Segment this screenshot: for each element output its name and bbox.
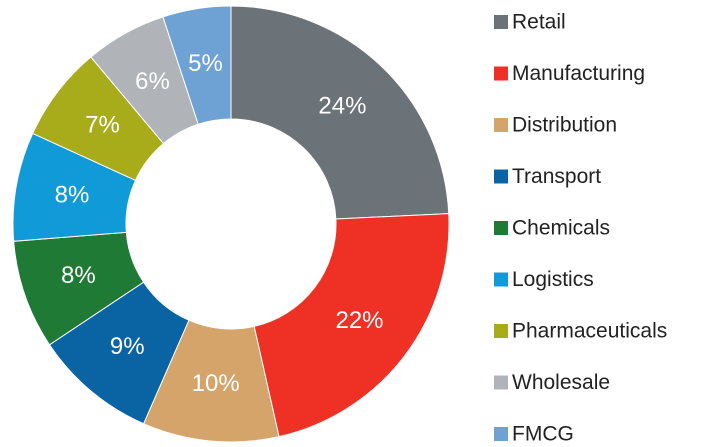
legend-swatch bbox=[494, 375, 508, 390]
legend-swatch bbox=[494, 427, 508, 441]
slice-label: 24% bbox=[318, 92, 366, 119]
legend-swatch bbox=[494, 221, 508, 235]
legend-label: Distribution bbox=[512, 114, 617, 137]
legend-label: Retail bbox=[512, 11, 566, 34]
slice-label: 8% bbox=[61, 262, 96, 289]
legend-swatch bbox=[494, 118, 508, 132]
legend-label: Logistics bbox=[512, 268, 594, 291]
legend-label: FMCG bbox=[512, 423, 574, 446]
legend-swatch bbox=[494, 324, 508, 338]
legend-swatch bbox=[494, 169, 508, 184]
legend-swatch bbox=[494, 66, 508, 81]
legend-label: Chemicals bbox=[512, 217, 610, 240]
slice-label: 9% bbox=[110, 333, 145, 360]
slice-label: 6% bbox=[135, 68, 170, 95]
slice-label: 22% bbox=[335, 307, 383, 334]
legend-label: Manufacturing bbox=[512, 62, 645, 85]
legend-swatch bbox=[494, 272, 508, 287]
legend-label: Transport bbox=[512, 165, 601, 188]
legend-label: Wholesale bbox=[512, 371, 610, 394]
legend-swatch bbox=[494, 15, 508, 29]
legend-label: Pharmaceuticals bbox=[512, 320, 667, 343]
slice-label: 8% bbox=[55, 181, 90, 208]
slice bbox=[162, 5, 232, 125]
slice bbox=[253, 213, 450, 438]
slice-label: 7% bbox=[85, 112, 120, 139]
slice-label: 10% bbox=[192, 370, 240, 397]
slice-label: 5% bbox=[188, 50, 223, 77]
slice bbox=[230, 5, 450, 220]
